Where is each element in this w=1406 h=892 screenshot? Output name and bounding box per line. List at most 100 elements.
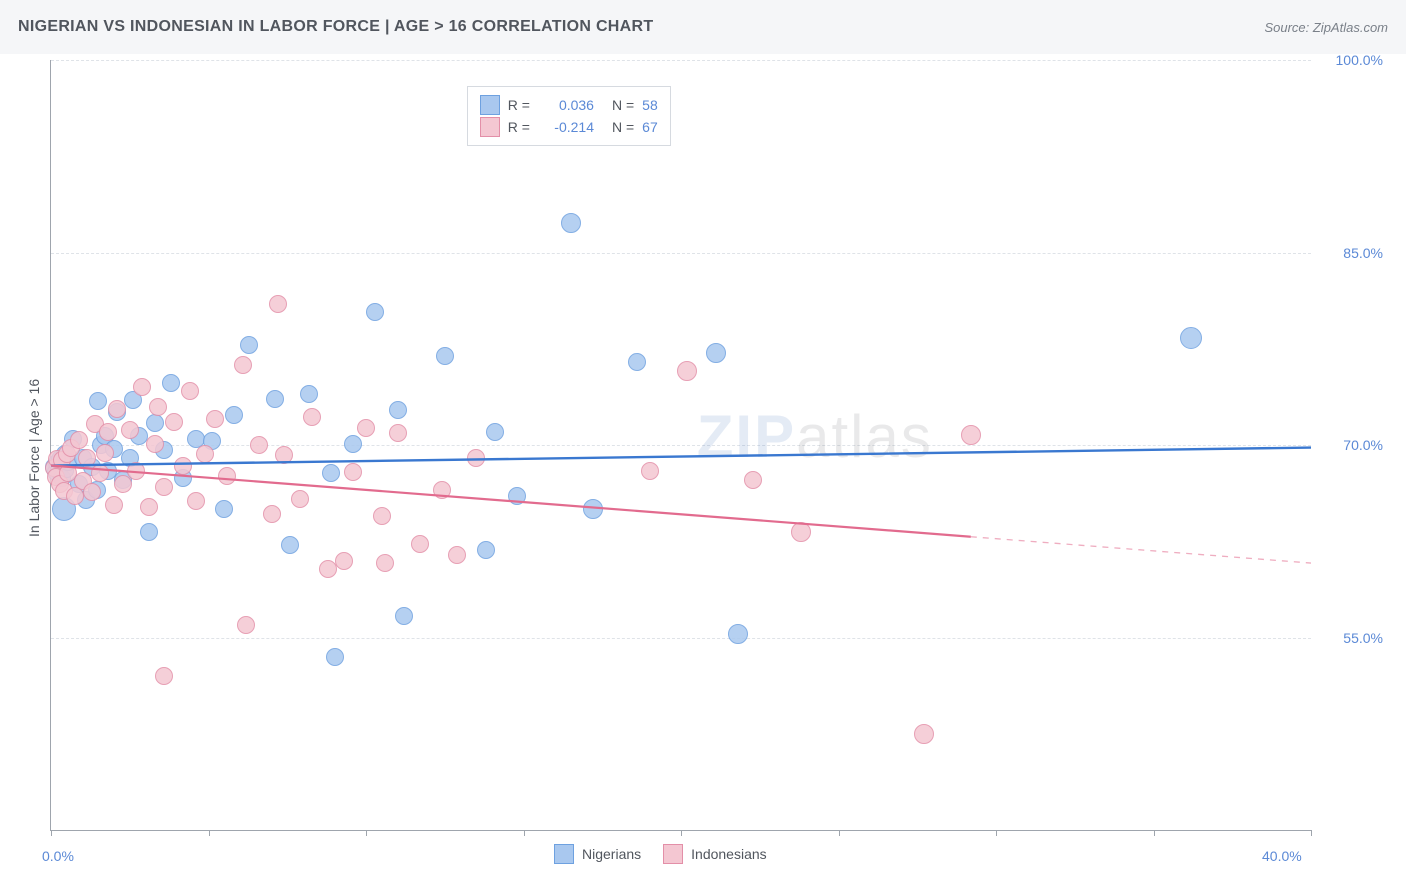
legend-n-value: 67: [642, 119, 658, 135]
data-point: [162, 374, 180, 392]
chart-header: NIGERIAN VS INDONESIAN IN LABOR FORCE | …: [0, 0, 1406, 54]
data-point: [155, 478, 173, 496]
x-tick-label: 0.0%: [42, 848, 74, 864]
data-point: [140, 523, 158, 541]
data-point: [366, 303, 384, 321]
data-point: [281, 536, 299, 554]
data-point: [234, 356, 252, 374]
data-point: [240, 336, 258, 354]
data-point: [140, 498, 158, 516]
data-point: [389, 401, 407, 419]
data-point: [373, 507, 391, 525]
data-point: [70, 431, 88, 449]
data-point: [395, 607, 413, 625]
data-point: [91, 464, 109, 482]
data-point: [728, 624, 748, 644]
x-tick: [996, 830, 997, 836]
legend-n-label: N =: [612, 97, 634, 113]
data-point: [706, 343, 726, 363]
data-point: [269, 295, 287, 313]
data-point: [89, 392, 107, 410]
data-point: [486, 423, 504, 441]
data-point: [263, 505, 281, 523]
data-point: [146, 414, 164, 432]
data-point: [561, 213, 581, 233]
gridline: [51, 253, 1311, 254]
y-tick-label: 70.0%: [1343, 437, 1383, 453]
x-tick: [366, 830, 367, 836]
data-point: [121, 421, 139, 439]
series-legend-item: Indonesians: [663, 844, 767, 864]
data-point: [99, 423, 117, 441]
data-point: [174, 457, 192, 475]
data-point: [196, 445, 214, 463]
correlation-legend: R =0.036N =58R =-0.214N =67: [467, 86, 671, 146]
data-point: [477, 541, 495, 559]
data-point: [961, 425, 981, 445]
data-point: [181, 382, 199, 400]
data-point: [344, 435, 362, 453]
data-point: [66, 487, 84, 505]
data-point: [335, 552, 353, 570]
data-point: [215, 500, 233, 518]
data-point: [628, 353, 646, 371]
data-point: [105, 496, 123, 514]
legend-r-value: 0.036: [538, 97, 594, 113]
data-point: [266, 390, 284, 408]
x-tick: [524, 830, 525, 836]
data-point: [641, 462, 659, 480]
gridline: [51, 638, 1311, 639]
data-point: [218, 467, 236, 485]
data-point: [376, 554, 394, 572]
data-point: [165, 413, 183, 431]
y-tick-label: 55.0%: [1343, 630, 1383, 646]
data-point: [187, 492, 205, 510]
data-point: [677, 361, 697, 381]
legend-swatch: [480, 117, 500, 137]
watermark: ZIPatlas: [697, 402, 933, 471]
x-tick: [1311, 830, 1312, 836]
chart-title: NIGERIAN VS INDONESIAN IN LABOR FORCE | …: [18, 18, 653, 36]
data-point: [357, 419, 375, 437]
series-legend-item: Nigerians: [554, 844, 641, 864]
data-point: [433, 481, 451, 499]
legend-r-label: R =: [508, 119, 530, 135]
data-point: [155, 667, 173, 685]
data-point: [146, 435, 164, 453]
data-point: [78, 449, 96, 467]
legend-row: R =-0.214N =67: [480, 117, 658, 137]
data-point: [275, 446, 293, 464]
data-point: [344, 463, 362, 481]
data-point: [448, 546, 466, 564]
data-point: [149, 398, 167, 416]
data-point: [583, 499, 603, 519]
data-point: [1180, 327, 1202, 349]
x-tick: [51, 830, 52, 836]
data-point: [791, 522, 811, 542]
legend-row: R =0.036N =58: [480, 95, 658, 115]
legend-r-label: R =: [508, 97, 530, 113]
data-point: [225, 406, 243, 424]
data-point: [127, 462, 145, 480]
data-point: [467, 449, 485, 467]
data-point: [744, 471, 762, 489]
data-point: [303, 408, 321, 426]
data-point: [389, 424, 407, 442]
series-legend: Nigerians Indonesians: [554, 844, 767, 864]
data-point: [133, 378, 151, 396]
legend-swatch: [554, 844, 574, 864]
data-point: [250, 436, 268, 454]
series-label: Nigerians: [582, 846, 641, 862]
data-point: [83, 483, 101, 501]
data-point: [206, 410, 224, 428]
y-tick-label: 85.0%: [1343, 245, 1383, 261]
chart-source: Source: ZipAtlas.com: [1264, 20, 1388, 35]
data-point: [300, 385, 318, 403]
gridline: [51, 60, 1311, 61]
data-point: [237, 616, 255, 634]
data-point: [914, 724, 934, 744]
x-tick: [681, 830, 682, 836]
x-tick: [209, 830, 210, 836]
data-point: [508, 487, 526, 505]
x-tick: [839, 830, 840, 836]
